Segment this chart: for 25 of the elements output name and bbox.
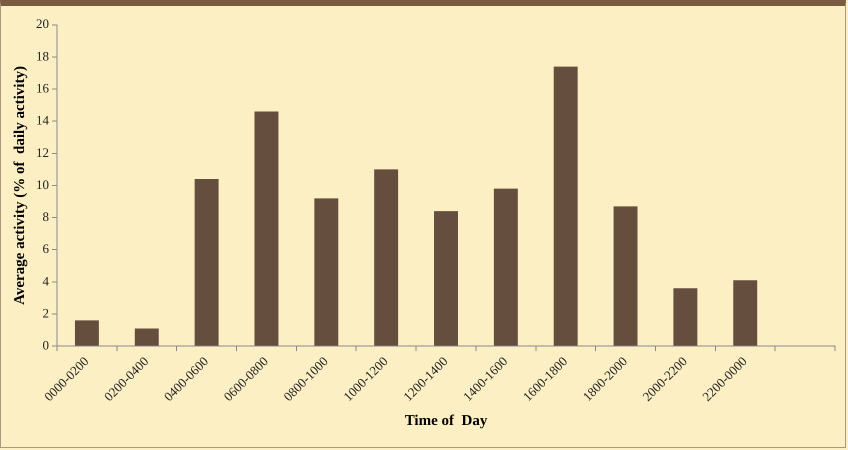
y-tick-label: 0	[42, 338, 49, 353]
bar	[314, 198, 338, 346]
bar	[554, 66, 578, 346]
bar	[434, 211, 458, 346]
bar	[134, 328, 159, 346]
bar	[194, 179, 219, 346]
y-tick-label: 16	[36, 80, 50, 96]
x-axis-title: Time of Day	[404, 412, 488, 429]
bar	[74, 320, 99, 346]
y-tick-label: 2	[42, 305, 49, 320]
y-tick-label: 10	[36, 176, 49, 192]
bar	[733, 280, 758, 346]
y-tick-label: 4	[42, 273, 50, 288]
bar	[673, 288, 698, 346]
y-tick-label: 20	[36, 16, 49, 32]
y-tick-label: 12	[36, 144, 49, 160]
y-tick-label: 6	[42, 241, 50, 256]
y-tick-label: 8	[42, 209, 49, 224]
bar	[614, 206, 638, 346]
bar	[254, 112, 278, 346]
y-tick-label: 18	[36, 48, 49, 64]
y-axis-title: Average activity (% of daily activity)	[12, 66, 28, 305]
bar	[374, 169, 398, 346]
y-tick-label: 14	[36, 112, 50, 128]
bar	[494, 188, 518, 346]
